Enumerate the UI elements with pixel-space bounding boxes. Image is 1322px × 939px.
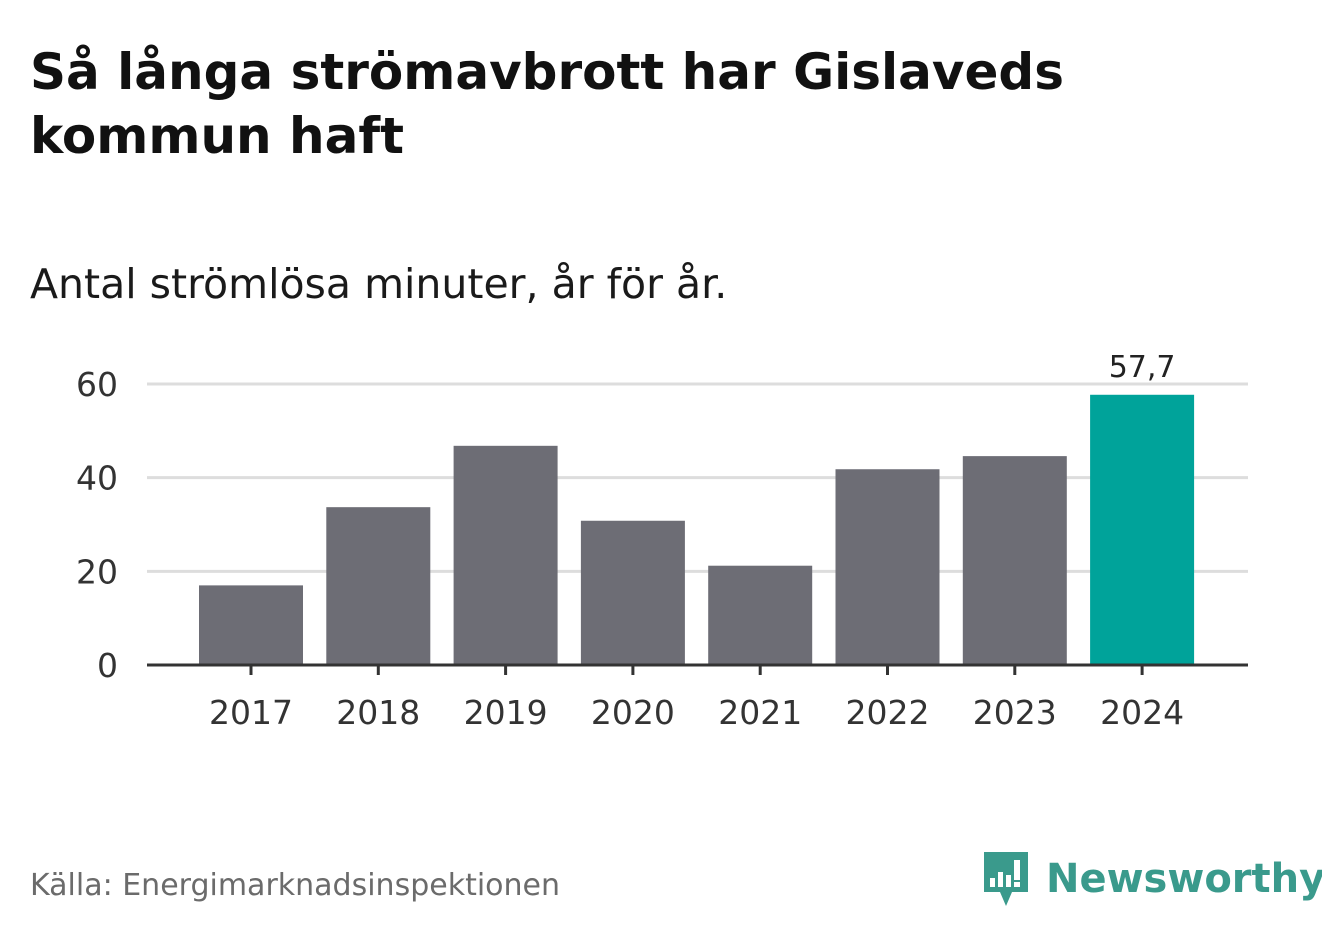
newsworthy-logo-icon [984, 852, 1028, 906]
y-tick-label: 40 [76, 459, 118, 498]
bar-2017 [199, 585, 303, 665]
brand-name: Newsworthy [1046, 856, 1322, 902]
x-tick-label: 2020 [591, 693, 675, 732]
x-tick-label: 2024 [1100, 693, 1184, 732]
x-tick-label: 2023 [973, 693, 1057, 732]
x-tick-label: 2017 [209, 693, 293, 732]
x-tick-label: 2022 [846, 693, 930, 732]
x-tick-label: 2018 [336, 693, 420, 732]
bar-2021 [708, 565, 813, 665]
bar-2020 [580, 520, 685, 665]
bar-2019 [453, 445, 558, 665]
chart-title: Så långa strömavbrott har Gislaveds komm… [30, 43, 1064, 165]
x-tick-label: 2021 [718, 693, 802, 732]
x-tick-label: 2019 [464, 693, 548, 732]
bar-2018 [326, 507, 431, 665]
source-note: Källa: Energimarknadsinspektionen [30, 868, 561, 903]
y-tick-label: 60 [76, 365, 118, 404]
bar-2024 [1090, 394, 1195, 665]
bar-2023 [962, 456, 1067, 665]
bar-2022 [835, 469, 940, 665]
data-label: 57,7 [1109, 350, 1176, 385]
chart-subtitle: Antal strömlösa minuter, år för år. [30, 260, 728, 308]
bar-chart: 0 20 40 60 2017 2018 2019 2020 2021 2022 2023 2024 5… [76, 350, 1248, 732]
y-tick-label: 0 [97, 646, 118, 685]
y-tick-label: 20 [76, 552, 118, 591]
brand: Newsworthy [980, 848, 1322, 910]
